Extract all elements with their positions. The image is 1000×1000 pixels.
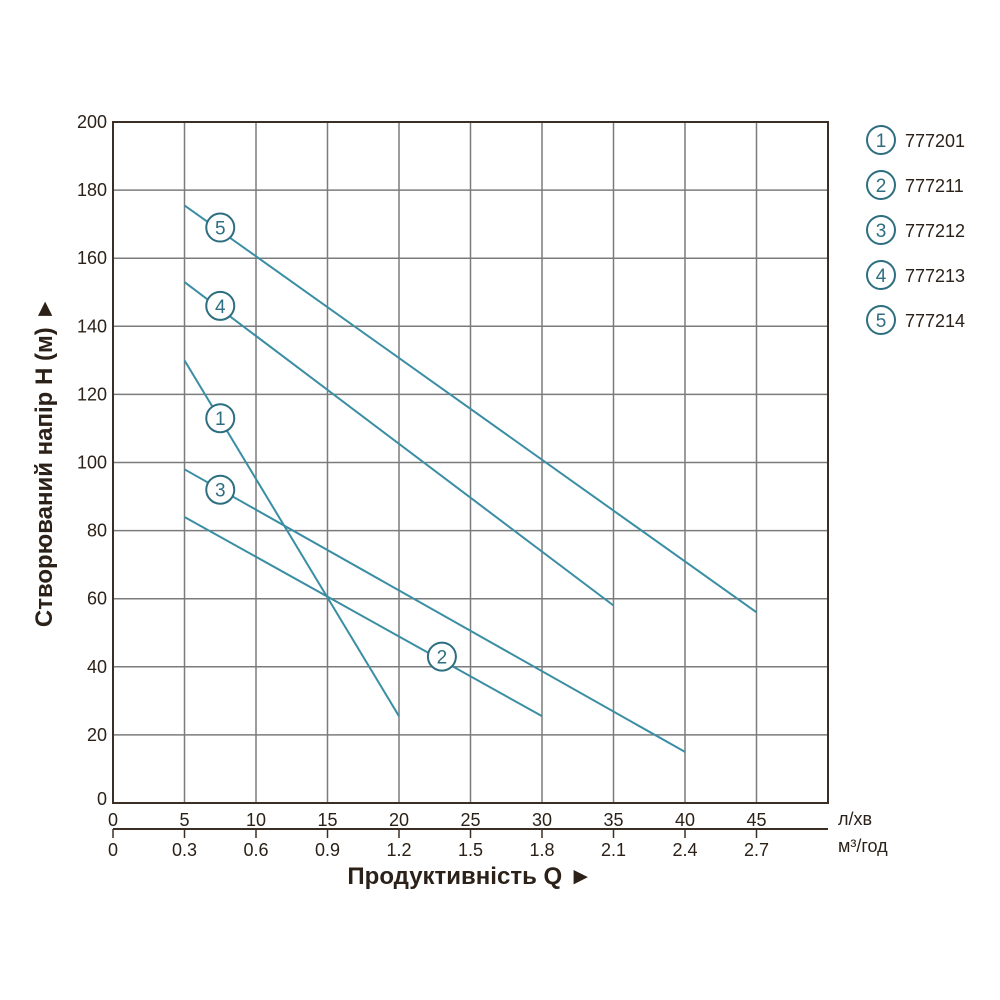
legend-marker-2	[866, 170, 896, 200]
series-marker-3	[205, 474, 236, 505]
x2-tick-label: 0.9	[315, 840, 340, 860]
x-axis-title: Продуктивність Q ►	[347, 863, 592, 890]
y-tick-label: 180	[77, 180, 107, 200]
grid	[113, 122, 828, 803]
series-line-5	[183, 204, 758, 614]
y-tick-label: 80	[87, 521, 107, 541]
legend-marker-4	[866, 260, 896, 290]
x-tick-label: 5	[179, 810, 189, 830]
y-tick-label: 120	[77, 384, 107, 404]
series-marker-5	[205, 212, 236, 243]
series-lines: 1 2 3 4 5	[183, 204, 758, 753]
x-tick-label: 45	[746, 810, 766, 830]
x2-unit-label: м³/год	[838, 836, 888, 856]
legend-entry-3: 777212	[905, 221, 965, 241]
x2-tick-label: 0.3	[172, 840, 197, 860]
y-tick-label: 0	[97, 789, 107, 809]
x2-tick-label: 2.7	[744, 840, 769, 860]
plot-frame	[112, 121, 829, 804]
legend-marker-label-3: 3	[876, 221, 887, 242]
series-marker-label-5: 5	[215, 219, 226, 240]
x-tick-label: 0	[108, 810, 118, 830]
series-marker-1	[205, 403, 236, 434]
x2-tick-label: 0.6	[243, 840, 268, 860]
series-line-2	[184, 516, 543, 718]
legend-marker-3	[866, 215, 896, 245]
series-marker-label-3: 3	[215, 481, 226, 502]
x2-tick-label: 1.2	[386, 840, 411, 860]
legend-marker-1	[866, 125, 896, 155]
y-tick-label: 20	[87, 725, 107, 745]
legend-marker-label-4: 4	[876, 266, 887, 287]
series-marker-label-2: 2	[437, 648, 448, 669]
series-line-3	[184, 468, 686, 753]
x-tick-label: 40	[675, 810, 695, 830]
y-tick-label: 200	[77, 112, 107, 132]
x-tick-label: 20	[389, 810, 409, 830]
x2-tick-label: 2.1	[601, 840, 626, 860]
legend-marker-label-1: 1	[876, 131, 887, 152]
x-tick-label: 25	[460, 810, 480, 830]
legend-marker-label-2: 2	[876, 176, 887, 197]
y-tick-label: 60	[87, 589, 107, 609]
legend-marker-5	[866, 305, 896, 335]
x-tick-label: 30	[532, 810, 552, 830]
legend: 1 777201 2 777211 3 777212 4 777213 5 777214	[866, 125, 965, 335]
series-line-4	[183, 281, 615, 607]
y-axis-title: Створюваний напір H (м) ►	[31, 297, 58, 627]
legend-marker-label-5: 5	[876, 311, 887, 332]
x-tick-label: 10	[246, 810, 266, 830]
legend-entry-1: 777201	[905, 131, 965, 151]
series-marker-label-1: 1	[215, 409, 226, 430]
legend-entry-4: 777213	[905, 266, 965, 286]
y-tick-label: 140	[77, 316, 107, 336]
legend-entry-5: 777214	[905, 311, 965, 331]
y-tick-label: 100	[77, 453, 107, 473]
series-marker-4	[205, 290, 236, 321]
x2-tick-label: 1.8	[529, 840, 554, 860]
x-unit-label: л/хв	[838, 809, 872, 829]
x2-tick-label: 1.5	[458, 840, 483, 860]
x-tick-label: 15	[317, 810, 337, 830]
y-tick-label: 40	[87, 657, 107, 677]
x-tick-label: 35	[603, 810, 623, 830]
series-marker-label-4: 4	[215, 297, 226, 318]
series-marker-2	[426, 641, 457, 672]
x2-tick-label: 2.4	[672, 840, 697, 860]
y-tick-label: 160	[77, 248, 107, 268]
axes: 0050.3100.6150.9201.2251.5301.8352.1402.…	[77, 112, 829, 860]
legend-entry-2: 777211	[905, 176, 964, 196]
x2-tick-label: 0	[108, 840, 118, 860]
